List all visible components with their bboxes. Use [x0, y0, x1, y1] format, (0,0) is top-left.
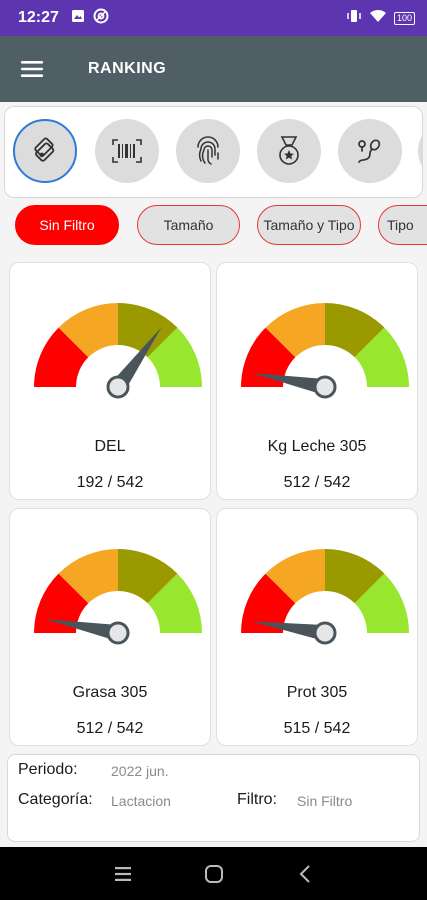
gauge-kg-leche	[241, 303, 409, 399]
filter-chip-row[interactable]: Sin Filtro Tamaño Tamaño y Tipo Tipo	[0, 200, 427, 252]
gauge-value: 515 / 542	[283, 720, 351, 737]
gauge-segment	[147, 327, 203, 387]
fingerprint-icon[interactable]	[176, 119, 240, 183]
gauge-value: 512 / 542	[283, 474, 351, 491]
gauge-segment	[354, 573, 409, 633]
gauge-segment	[34, 573, 89, 633]
gauge-label: Kg Leche 305	[267, 438, 367, 455]
medal-icon[interactable]	[257, 119, 321, 183]
wifi-icon	[369, 9, 387, 28]
filter-chip-tamano-y-tipo[interactable]: Tamaño y Tipo	[257, 205, 361, 245]
filter-chip-sin-filtro[interactable]: Sin Filtro	[15, 205, 119, 245]
gauge-grasa	[34, 549, 203, 645]
battery-icon: 100	[393, 11, 415, 25]
gauge-segment	[58, 549, 118, 604]
gauge-segment	[325, 303, 385, 358]
system-nav-bar	[0, 847, 427, 900]
recents-icon[interactable]	[93, 847, 153, 900]
filtro-value: Sin Filtro	[297, 793, 353, 809]
gauge-card-grasa[interactable]: Grasa 305 512 / 542	[9, 508, 211, 746]
gauge-card-kg-leche[interactable]: Kg Leche 305 512 / 542	[216, 262, 418, 500]
gauge-hub	[313, 375, 337, 399]
gauge-value: 192 / 542	[76, 474, 144, 491]
gauge-needle	[111, 327, 162, 392]
gauge-segment	[118, 549, 178, 604]
filter-chip-tipo[interactable]: Tipo	[378, 205, 427, 245]
barcode-icon[interactable]	[95, 119, 159, 183]
vibrate-icon	[346, 9, 362, 28]
gauge-segment	[265, 549, 325, 604]
filtro-label: Filtro:	[237, 791, 277, 808]
category-icon-strip[interactable]	[4, 106, 423, 198]
gauge-segment	[147, 573, 203, 633]
filter-chip-tamano[interactable]: Tamaño	[137, 205, 240, 245]
categoria-label: Categoría:	[18, 791, 93, 808]
gauge-hub	[106, 621, 130, 645]
gauge-hub	[313, 621, 337, 645]
at-sign-icon	[93, 8, 109, 29]
gauge-del	[34, 303, 203, 399]
gauge-value: 512 / 542	[76, 720, 144, 737]
home-icon[interactable]	[184, 847, 244, 900]
gauge-segment	[354, 327, 409, 387]
status-bar: 12:27 100	[0, 0, 427, 36]
page-title: RANKING	[88, 60, 167, 77]
gauge-label: DEL	[94, 438, 126, 455]
gauge-needle	[252, 373, 327, 395]
gauge-card-prot[interactable]: Prot 305 515 / 542	[216, 508, 418, 746]
gauge-label: Grasa 305	[72, 684, 148, 701]
info-card: Periodo: 2022 jun. Categoría: Lactacion …	[7, 754, 420, 842]
periodo-label: Periodo:	[18, 761, 78, 778]
gauge-segment	[325, 549, 385, 604]
gauge-segment	[241, 573, 296, 633]
gauge-segment	[241, 327, 296, 387]
categoria-value: Lactacion	[111, 793, 171, 809]
more-category-icon[interactable]	[418, 119, 422, 183]
gauge-segment	[34, 327, 89, 387]
tags-icon[interactable]	[13, 119, 77, 183]
status-time: 12:27	[18, 9, 59, 26]
gauge-prot	[241, 549, 409, 645]
image-icon	[71, 9, 85, 28]
gauge-card-del[interactable]: DEL 192 / 542	[9, 262, 211, 500]
gauge-hub	[106, 375, 130, 399]
periodo-value: 2022 jun.	[111, 763, 169, 779]
back-icon[interactable]	[275, 847, 335, 900]
gauge-label: Prot 305	[286, 684, 348, 701]
sperm-icon[interactable]	[338, 119, 402, 183]
gauge-needle	[45, 619, 120, 641]
gauge-segment	[58, 303, 118, 358]
hamburger-menu-icon[interactable]	[0, 36, 64, 102]
app-bar: RANKING	[0, 36, 427, 102]
gauge-segment	[265, 303, 325, 358]
gauge-needle	[251, 621, 327, 641]
gauge-segment	[118, 303, 178, 358]
